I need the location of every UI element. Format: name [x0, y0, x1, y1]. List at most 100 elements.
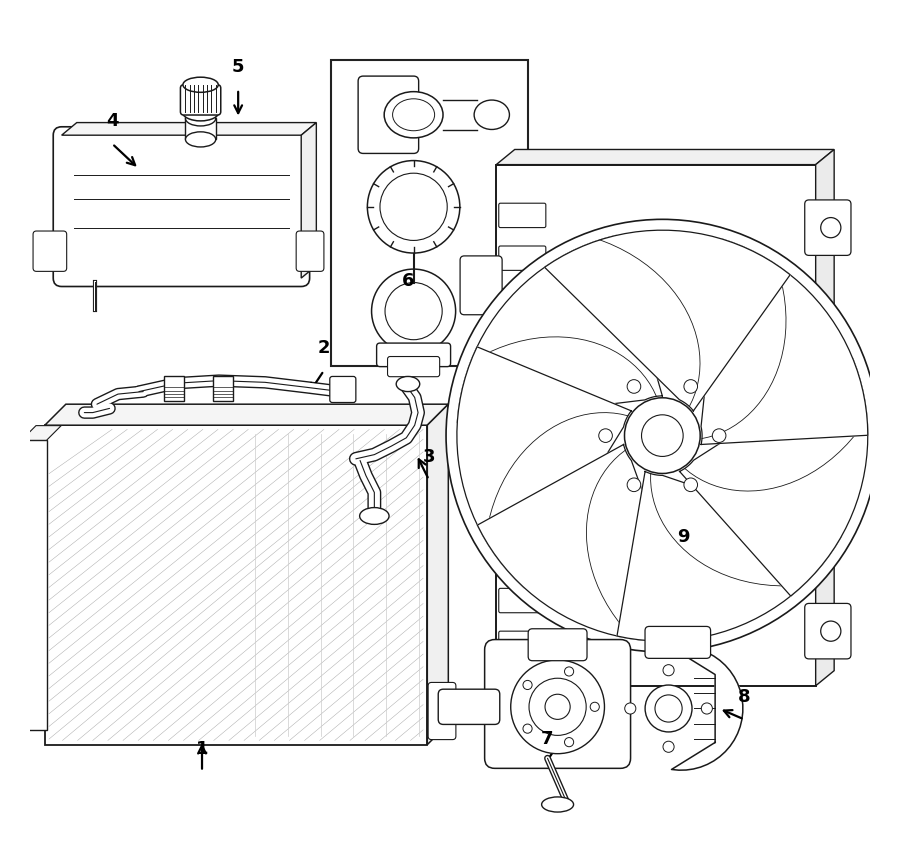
Circle shape: [529, 678, 586, 735]
Bar: [496, 165, 815, 685]
Ellipse shape: [185, 111, 216, 126]
Text: 3: 3: [423, 449, 436, 466]
FancyBboxPatch shape: [484, 640, 631, 769]
Polygon shape: [680, 359, 868, 596]
Circle shape: [627, 380, 641, 393]
Polygon shape: [457, 236, 662, 423]
Circle shape: [564, 667, 573, 676]
Bar: [0, 676, 23, 712]
Text: 5: 5: [232, 57, 245, 76]
Polygon shape: [22, 425, 61, 440]
Bar: [45, 425, 428, 744]
Text: 4: 4: [106, 112, 118, 131]
Circle shape: [545, 695, 571, 719]
Polygon shape: [477, 445, 696, 641]
Text: 7: 7: [540, 730, 553, 748]
Bar: [213, 376, 233, 401]
Bar: [330, 60, 528, 366]
FancyBboxPatch shape: [499, 203, 545, 227]
Circle shape: [564, 738, 573, 747]
Circle shape: [367, 161, 460, 253]
FancyBboxPatch shape: [499, 289, 545, 313]
Circle shape: [625, 397, 700, 473]
Text: 1: 1: [196, 740, 208, 758]
Ellipse shape: [474, 100, 509, 130]
Circle shape: [523, 680, 532, 690]
Ellipse shape: [185, 132, 216, 147]
Polygon shape: [671, 647, 742, 770]
Circle shape: [663, 741, 674, 752]
FancyBboxPatch shape: [296, 231, 324, 271]
FancyBboxPatch shape: [499, 546, 545, 570]
FancyBboxPatch shape: [329, 376, 356, 402]
Bar: [49, 429, 423, 740]
FancyBboxPatch shape: [460, 256, 502, 315]
FancyBboxPatch shape: [645, 626, 711, 658]
FancyBboxPatch shape: [388, 356, 440, 376]
Polygon shape: [701, 238, 868, 445]
Ellipse shape: [384, 92, 443, 138]
FancyBboxPatch shape: [376, 343, 451, 366]
Polygon shape: [45, 404, 448, 425]
Circle shape: [590, 702, 599, 711]
Circle shape: [627, 478, 641, 492]
Ellipse shape: [396, 376, 419, 392]
FancyBboxPatch shape: [33, 231, 67, 271]
FancyBboxPatch shape: [805, 604, 851, 659]
Ellipse shape: [360, 508, 389, 525]
Polygon shape: [617, 472, 842, 641]
Ellipse shape: [392, 99, 435, 131]
Polygon shape: [457, 347, 631, 588]
FancyBboxPatch shape: [499, 246, 545, 270]
Circle shape: [0, 626, 16, 663]
Circle shape: [663, 664, 674, 676]
FancyBboxPatch shape: [53, 127, 310, 286]
FancyBboxPatch shape: [499, 332, 545, 356]
Circle shape: [701, 703, 713, 714]
Circle shape: [510, 660, 605, 754]
Bar: [0, 466, 23, 503]
Bar: [185, 119, 216, 140]
Circle shape: [684, 380, 698, 393]
FancyBboxPatch shape: [438, 690, 500, 724]
Text: 2: 2: [318, 339, 330, 357]
Polygon shape: [61, 123, 316, 136]
Circle shape: [598, 429, 612, 442]
Circle shape: [523, 724, 532, 733]
Circle shape: [821, 217, 841, 237]
FancyBboxPatch shape: [499, 589, 545, 613]
FancyBboxPatch shape: [499, 375, 545, 399]
Polygon shape: [544, 230, 790, 411]
FancyBboxPatch shape: [358, 76, 419, 153]
Circle shape: [642, 415, 683, 456]
FancyBboxPatch shape: [499, 503, 545, 527]
Text: 6: 6: [401, 272, 414, 290]
Ellipse shape: [182, 103, 219, 121]
FancyBboxPatch shape: [805, 200, 851, 255]
Circle shape: [712, 429, 726, 442]
FancyBboxPatch shape: [499, 632, 545, 656]
Circle shape: [655, 695, 682, 722]
Ellipse shape: [542, 797, 573, 812]
Text: 8: 8: [738, 688, 751, 706]
Circle shape: [446, 219, 878, 652]
FancyBboxPatch shape: [180, 85, 220, 115]
Circle shape: [684, 478, 698, 492]
FancyBboxPatch shape: [499, 460, 545, 484]
Circle shape: [372, 269, 455, 353]
FancyBboxPatch shape: [428, 682, 456, 739]
Polygon shape: [428, 404, 448, 744]
Ellipse shape: [183, 77, 218, 93]
Polygon shape: [815, 150, 834, 685]
Bar: [22, 440, 47, 729]
Circle shape: [380, 173, 447, 241]
Polygon shape: [496, 150, 834, 165]
Circle shape: [625, 703, 635, 714]
Polygon shape: [302, 123, 316, 278]
FancyBboxPatch shape: [528, 629, 587, 661]
Text: 9: 9: [678, 528, 690, 546]
Bar: [164, 376, 184, 401]
Circle shape: [385, 283, 442, 339]
Circle shape: [821, 621, 841, 642]
Circle shape: [645, 685, 692, 732]
